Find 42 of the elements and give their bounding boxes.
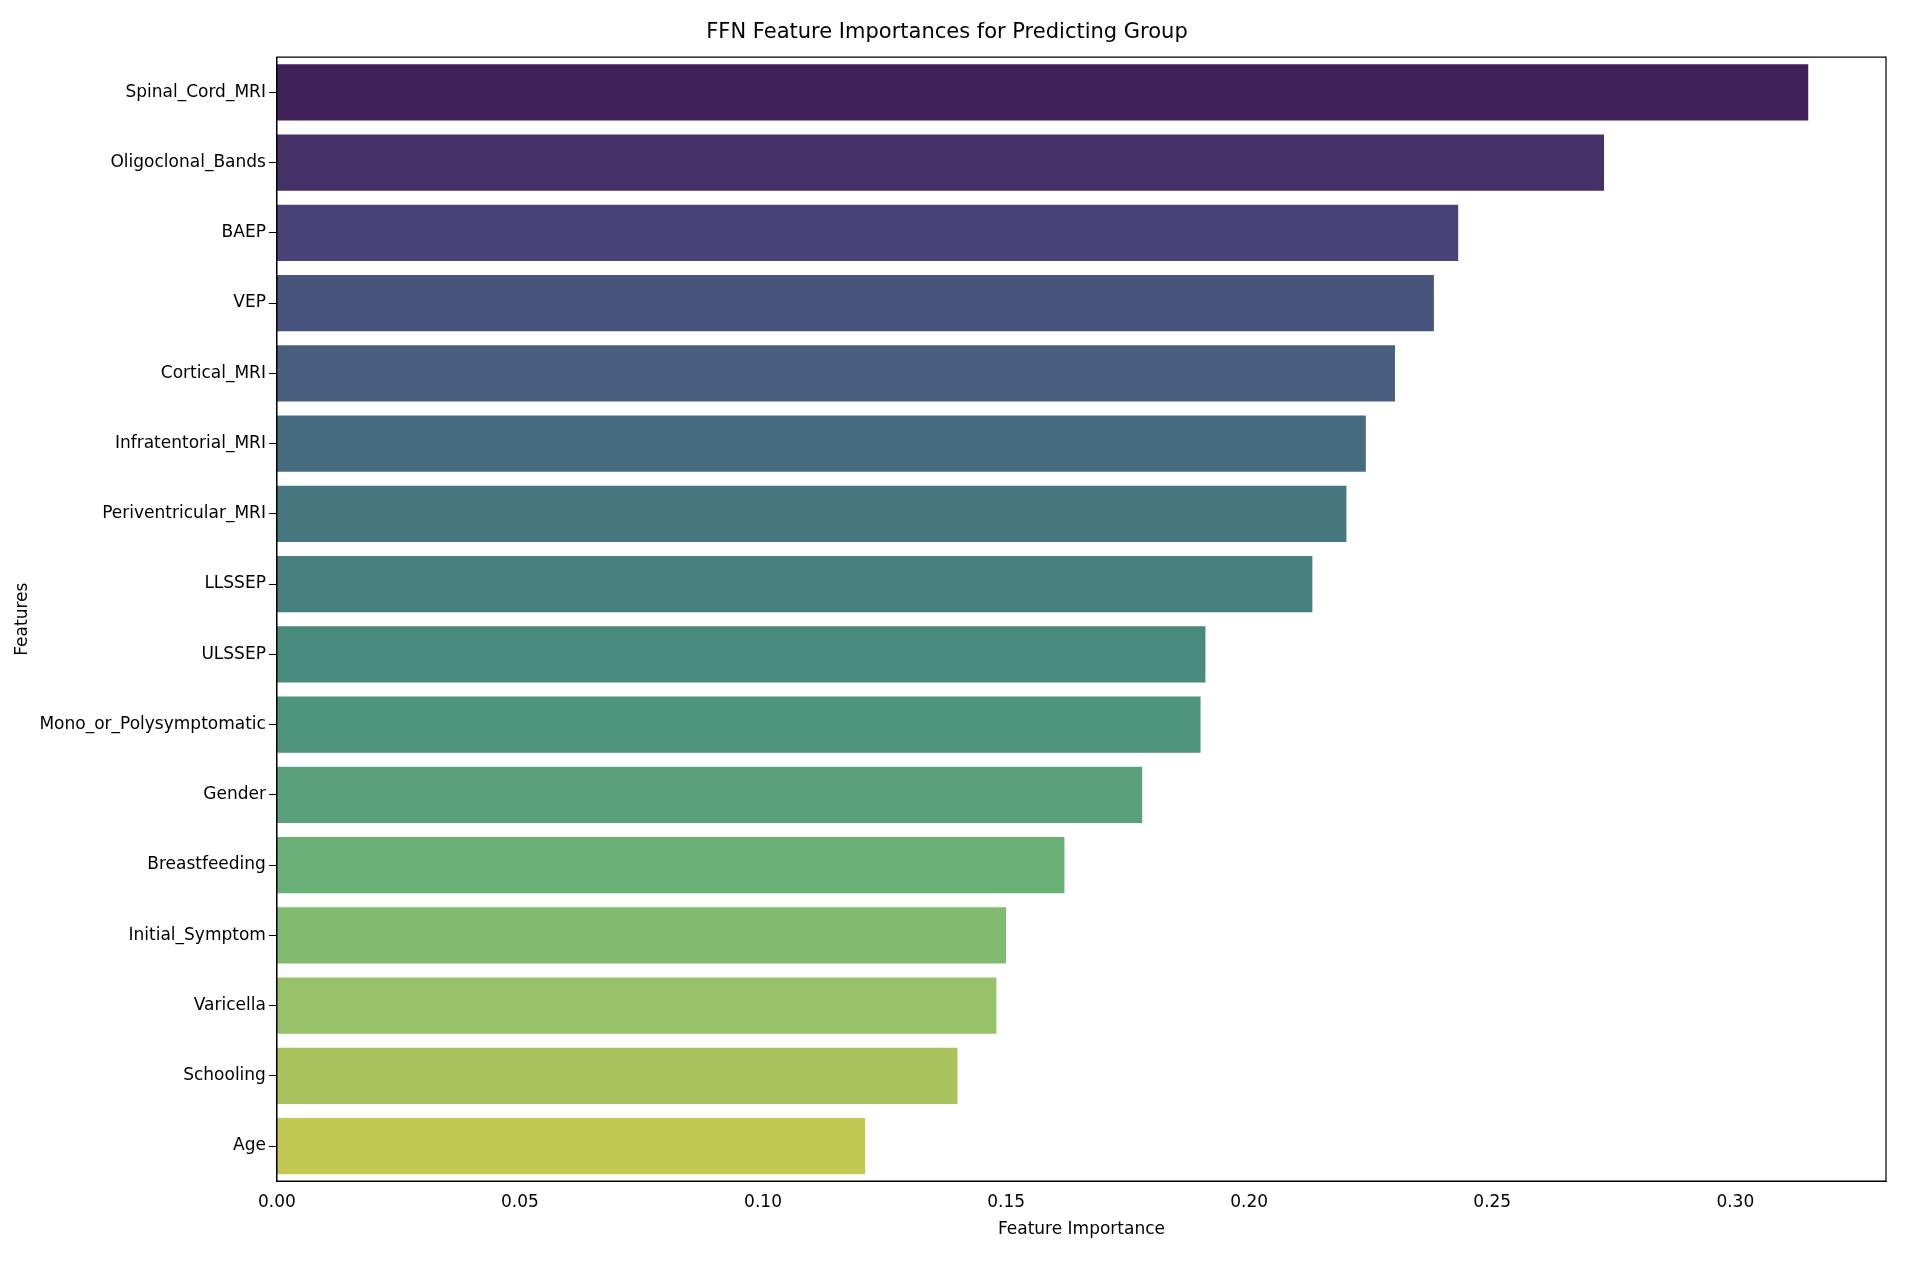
bar (276, 485, 1347, 542)
y-tick-label: Infratentorial_MRI (114, 432, 266, 453)
y-tick-label: Mono_or_Polysymptomatic (39, 713, 266, 734)
x-tick-label: 0.30 (1716, 1190, 1755, 1211)
bar (276, 134, 1605, 191)
bar (276, 274, 1434, 332)
y-tick-label: Varicella (193, 994, 266, 1014)
bar (276, 1117, 866, 1175)
y-tick-label: Age (233, 1134, 266, 1155)
bar (276, 204, 1459, 261)
y-tick-label: Breastfeeding (147, 853, 266, 874)
x-tick-label: 0.10 (744, 1190, 782, 1211)
y-tick-label: Gender (203, 783, 266, 804)
y-tick-label: Schooling (183, 1064, 266, 1085)
bar (276, 977, 997, 1034)
x-tick-label: 0.20 (1230, 1190, 1269, 1211)
x-tick-label: 0.05 (501, 1190, 539, 1211)
y-tick-label: ULSSEP (201, 642, 266, 663)
bar (276, 836, 1065, 894)
y-tick-label: VEP (233, 291, 266, 312)
bar (276, 907, 1007, 964)
x-tick-label: 0.25 (1473, 1190, 1512, 1211)
bar (276, 1047, 958, 1104)
bar (276, 555, 1313, 613)
x-tick-label: 0.00 (257, 1190, 296, 1211)
bar (276, 345, 1396, 402)
x-tick-label: 0.15 (987, 1190, 1026, 1211)
bar (276, 696, 1201, 753)
y-tick-label: Spinal_Cord_MRI (125, 80, 266, 102)
bar (276, 626, 1206, 683)
bar (276, 64, 1809, 121)
y-tick-label: LLSSEP (204, 572, 266, 593)
bar (276, 415, 1366, 472)
y-tick-label: Cortical_MRI (160, 361, 266, 383)
y-tick-label: BAEP (221, 221, 266, 242)
x-axis-title: Feature Importance (997, 1218, 1165, 1239)
y-tick-label: Oligoclonal_Bands (110, 151, 267, 172)
y-tick-label: Periventricular_MRI (102, 502, 266, 524)
y-tick-label: Initial_Symptom (128, 923, 266, 945)
y-axis-title: Features (10, 582, 31, 656)
chart-title: FFN Feature Importances for Predicting Group (706, 19, 1188, 44)
bar (276, 766, 1143, 823)
